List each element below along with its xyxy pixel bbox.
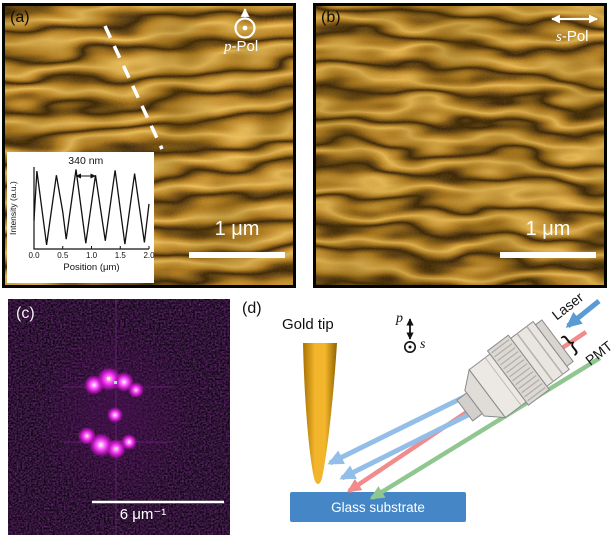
scalebar-a-label: 1 μm <box>214 218 260 240</box>
scalebar-c-label: 6 μm⁻¹ <box>119 506 167 523</box>
fft-bright-spots <box>78 367 144 459</box>
laser-input-arrow <box>565 299 601 328</box>
inset-curve <box>33 169 150 245</box>
scattered-beam-green <box>369 356 602 500</box>
glass-substrate-label: Glass substrate <box>331 499 425 515</box>
excitation-beam-blue-1 <box>327 392 470 466</box>
excitation-beam-blue-2 <box>339 406 482 481</box>
inset-annotation-text: 340 nm <box>68 155 103 167</box>
svg-text:0.5: 0.5 <box>57 251 69 260</box>
svg-text:0.0: 0.0 <box>28 251 40 260</box>
panel-a-nearfield-image: (a) p-Pol 1 μm 0.0 0.5 1.0 1.5 2.0 340 nm In… <box>2 3 296 288</box>
inset-xlabel: Position (μm) <box>63 262 120 273</box>
panel-b-nearfield-image: (b) s-Pol 1 μm <box>313 3 607 288</box>
panel-d-label: (d) <box>242 300 262 317</box>
scalebar-b-label: 1 μm <box>525 218 571 240</box>
panel-a-label: (a) <box>10 9 30 26</box>
s-pol-label: s-Pol <box>556 28 589 45</box>
line-profile-inset: 0.0 0.5 1.0 1.5 2.0 340 nm Intensity (a.u.) … <box>7 152 154 283</box>
svg-text:1.0: 1.0 <box>86 251 98 260</box>
p-pol-out-of-plane-icon <box>234 8 256 39</box>
panel-d-setup-diagram: Glass substrate <box>232 289 612 538</box>
scalebar-b <box>500 252 596 258</box>
inset-axis-ticks: 0.0 0.5 1.0 1.5 2.0 <box>28 246 154 260</box>
gold-ripple-texture-b <box>316 6 604 285</box>
glass-substrate: Glass substrate <box>290 492 466 522</box>
panel-a-overlay <box>103 8 256 150</box>
objective-lens <box>456 319 574 422</box>
panel-b-label: (b) <box>321 9 341 26</box>
p-pol-label: p-Pol <box>224 38 259 55</box>
gold-tip-label: Gold tip <box>282 316 334 333</box>
panel-b-overlay <box>551 14 598 24</box>
svg-text:2.0: 2.0 <box>143 251 154 260</box>
inset-ylabel: Intensity (a.u.) <box>8 181 18 235</box>
inset-plot-svg: 0.0 0.5 1.0 1.5 2.0 340 nm <box>28 155 154 260</box>
pol-s-label: s <box>420 337 426 352</box>
scalebar-a <box>189 252 285 258</box>
objective-knurling <box>491 339 546 402</box>
panel-c-fft-image: (c) 6 μm⁻¹ <box>8 299 230 535</box>
setup-diagram-svg <box>303 299 602 500</box>
grating-direction-dashed-line <box>103 25 164 150</box>
fft-texture <box>8 299 230 535</box>
polarization-ps-icon <box>404 318 417 353</box>
svg-text:1.5: 1.5 <box>115 251 127 260</box>
panel-c-label: (c) <box>16 305 35 322</box>
pol-p-label: p <box>396 311 403 326</box>
gold-tip-shape <box>303 343 337 484</box>
